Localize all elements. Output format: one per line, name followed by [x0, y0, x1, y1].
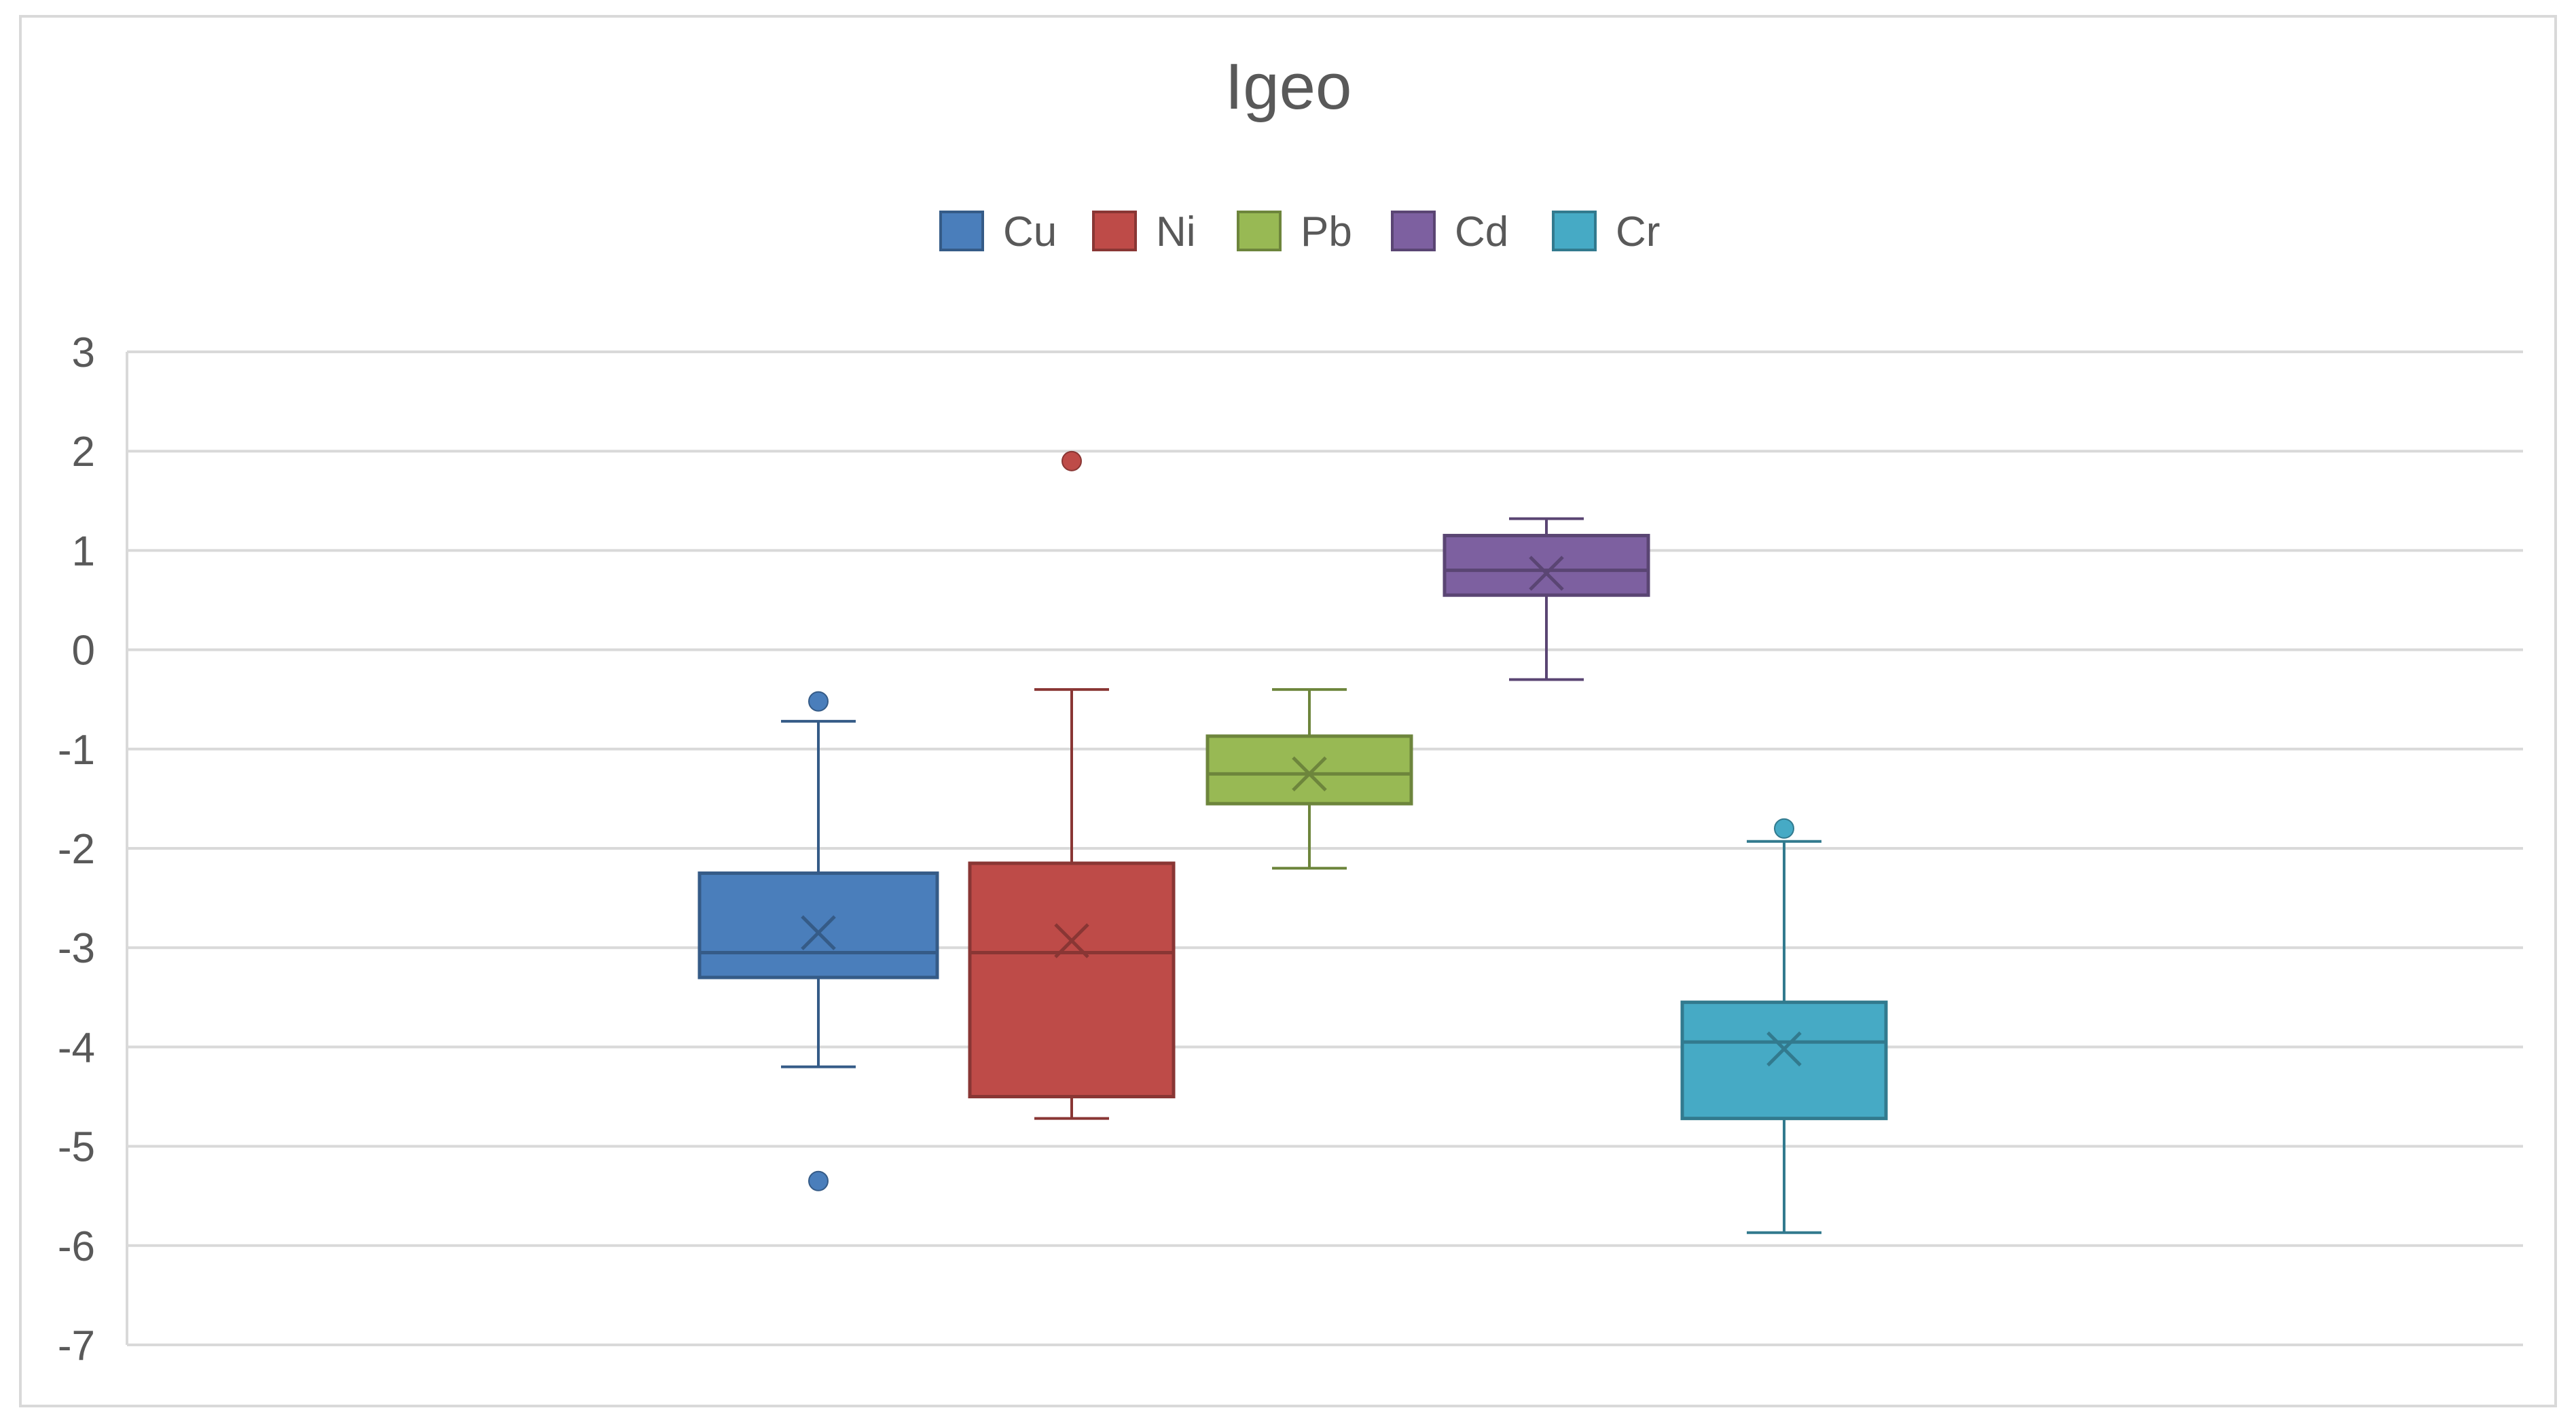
legend-label-cr: Cr — [1616, 209, 1660, 255]
legend-swatch-cu — [939, 211, 984, 251]
mean-marker — [1766, 1031, 1802, 1067]
y-tick-label: -3 — [58, 925, 95, 972]
box-iqr — [1443, 533, 1650, 597]
mean-marker — [1054, 923, 1089, 958]
legend-label-cu: Cu — [1003, 209, 1057, 255]
box-iqr — [968, 861, 1176, 1099]
outlier-point — [808, 691, 829, 712]
y-tick-label: 1 — [72, 528, 95, 575]
y-tick-label: -2 — [58, 826, 95, 873]
legend-swatch-cd — [1391, 211, 1436, 251]
outlier-point — [1062, 450, 1082, 471]
outlier-point — [1774, 818, 1794, 839]
outlier-point — [808, 1170, 829, 1191]
gridlines — [126, 350, 2523, 1346]
chart-area — [19, 15, 2557, 1407]
box-iqr — [1205, 734, 1413, 806]
y-tick-label: 0 — [72, 628, 95, 674]
box-cu — [697, 691, 939, 1191]
chart-title: Igeo — [1225, 50, 1352, 123]
mean-marker — [801, 915, 836, 951]
legend-swatch-cr — [1552, 211, 1597, 251]
box-cr — [1680, 818, 1888, 1234]
legend: Cu Ni Pb Cd Cr — [939, 209, 1660, 255]
box-iqr — [697, 871, 939, 979]
box-iqr — [1680, 1001, 1888, 1121]
legend-swatch-ni — [1092, 211, 1137, 251]
y-tick-label: -7 — [58, 1322, 95, 1369]
y-axis: 3 2 1 0 -1 -2 -3 -4 -5 -6 -7 — [58, 329, 95, 1369]
plot-area — [697, 450, 1888, 1234]
box-pb — [1205, 688, 1413, 870]
y-tick-label: 3 — [72, 329, 95, 376]
y-tick-label: -4 — [58, 1024, 95, 1071]
legend-label-ni: Ni — [1156, 209, 1196, 255]
legend-swatch-pb — [1237, 211, 1282, 251]
mean-marker — [1292, 756, 1327, 792]
box-cd — [1443, 517, 1650, 681]
box-ni — [968, 450, 1176, 1120]
legend-label-cd: Cd — [1455, 209, 1508, 255]
y-tick-label: 2 — [72, 429, 95, 475]
legend-label-pb: Pb — [1301, 209, 1352, 255]
y-tick-label: -6 — [58, 1223, 95, 1270]
y-tick-label: -5 — [58, 1124, 95, 1171]
mean-marker — [1529, 556, 1564, 591]
y-tick-label: -1 — [58, 727, 95, 774]
